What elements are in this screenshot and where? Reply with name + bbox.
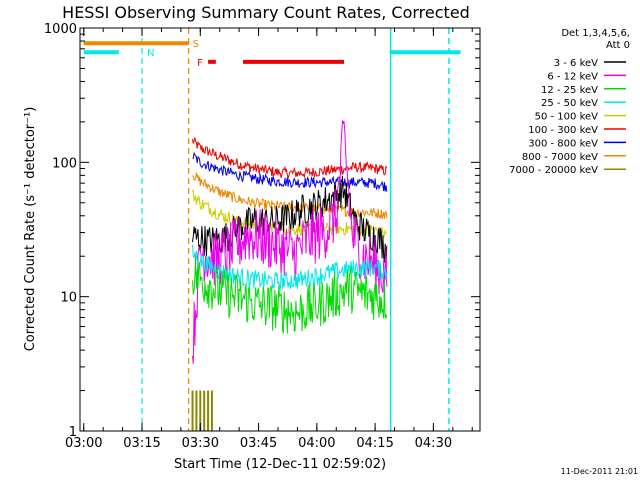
series-line-12-25-kev: [192, 256, 388, 335]
legend-item-label: 7000 - 20000 keV: [509, 165, 598, 176]
x-tick-label: 04:30: [415, 436, 452, 451]
y-tick-label: 1000: [44, 22, 77, 37]
series-line-100-300-kev: [192, 137, 388, 181]
x-tick-label: 03:15: [123, 436, 160, 451]
flag-label-f: F: [197, 58, 203, 69]
flag-label-n: N: [147, 48, 154, 59]
legend-header: Det 1,3,4,5,6,: [561, 28, 630, 39]
series-line-300-800-kev: [192, 151, 388, 192]
legend-item-label: 3 - 6 keV: [554, 58, 598, 69]
flag-label-s: S: [193, 39, 199, 50]
legend-item-label: 100 - 300 keV: [528, 125, 598, 136]
legend-header: Att 0: [606, 40, 630, 51]
y-tick-label: 100: [52, 156, 77, 171]
legend-item-label: 800 - 7000 keV: [522, 152, 598, 163]
x-tick-label: 03:45: [240, 436, 277, 451]
x-tick-label: 03:30: [182, 436, 219, 451]
legend-item-label: 50 - 100 keV: [535, 112, 599, 123]
x-tick-label: 04:15: [356, 436, 393, 451]
x-tick-label: 03:00: [65, 436, 102, 451]
y-tick-label: 1: [69, 425, 77, 440]
legend-item-label: 300 - 800 keV: [528, 138, 598, 149]
y-tick-label: 10: [60, 291, 77, 306]
legend-item-label: 6 - 12 keV: [547, 71, 598, 82]
timestamp: 11-Dec-2011 21:01: [561, 467, 638, 476]
x-axis-label: Start Time (12-Dec-11 02:59:02): [174, 457, 386, 472]
chart-title: HESSI Observing Summary Count Rates, Cor…: [62, 3, 470, 22]
x-tick-label: 04:00: [298, 436, 335, 451]
axes: 03:00 03:15 03:30 03:45 04:00 04:15 04:30 1 10 10…: [44, 22, 480, 451]
plot-frame: [79, 27, 481, 432]
legend: Det 1,3,4,5,6,Att 0 3 - 6 keV 6 - 12 keV 12…: [509, 28, 630, 176]
legend-item-label: 12 - 25 keV: [541, 85, 598, 96]
y-axis-label: Corrected Count Rate (s⁻¹ detector⁻¹): [23, 107, 38, 352]
series-line-6-12-kev: [192, 120, 388, 364]
legend-item-label: 25 - 50 keV: [541, 98, 598, 109]
